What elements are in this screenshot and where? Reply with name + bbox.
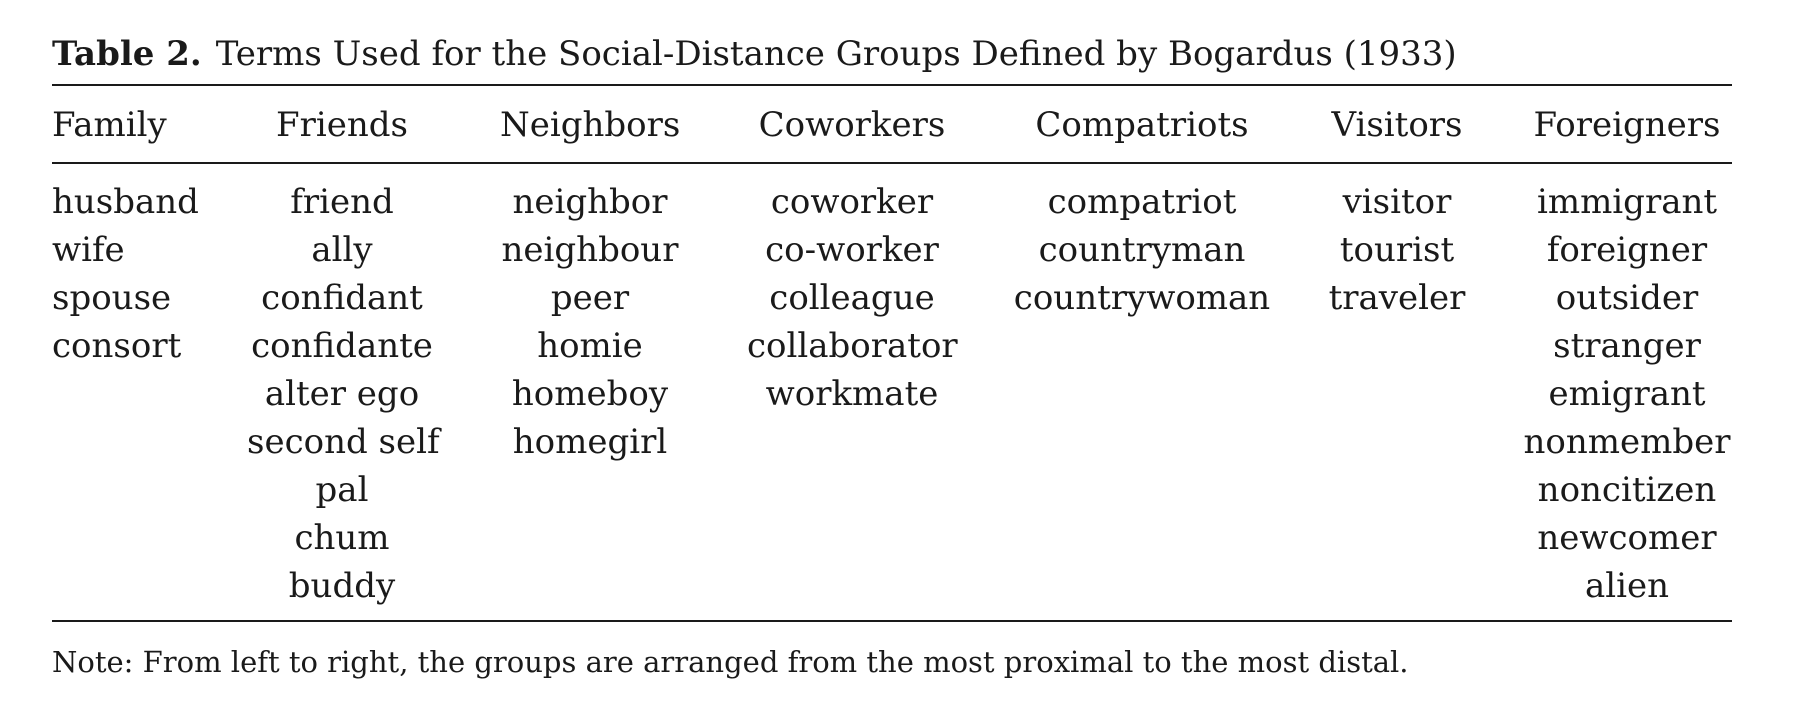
table-cell: alter ego [264, 374, 420, 414]
table-cell: workmate [765, 374, 939, 414]
header-rule [52, 162, 1732, 164]
column-header-coworkers: Coworkers [758, 105, 946, 145]
column-terms-visitors: visitor tourist traveler [1322, 178, 1472, 322]
table-cell: newcomer [1537, 518, 1717, 558]
table-cell: co-worker [765, 230, 939, 270]
table-cell: ally [311, 230, 373, 270]
table-cell: confidant [261, 278, 423, 318]
table-cell: pal [315, 470, 369, 510]
column-terms-compatriots: compatriot countryman countrywoman [1012, 178, 1272, 322]
table-cell: neighbour [501, 230, 679, 270]
table-cell: emigrant [1548, 374, 1706, 414]
table-cell: friend [290, 182, 394, 222]
table-cell: wife [52, 230, 125, 270]
column-header-family: Family [52, 105, 167, 145]
column-terms-family: husband wife spouse consort [52, 178, 212, 370]
bottom-rule [52, 620, 1732, 622]
table-cell: homegirl [512, 422, 668, 462]
table-cell: nonmember [1523, 422, 1731, 462]
column-terms-coworkers: coworker co-worker colleague collaborator wo… [747, 178, 958, 418]
table-cell: tourist [1339, 230, 1455, 270]
column-header-visitors: Visitors [1331, 105, 1463, 145]
table-cell: chum [294, 518, 390, 558]
table-caption-label: Table 2. [52, 34, 202, 74]
top-rule [52, 84, 1732, 86]
table-cell: homeboy [511, 374, 669, 414]
column-terms-friends: friend ally confidant confidante alter ego se… [247, 178, 440, 610]
table-cell: noncitizen [1537, 470, 1717, 510]
table-cell: confidante [251, 326, 433, 366]
table-cell: consort [52, 326, 182, 366]
table-figure: Table 2. Terms Used for the Social-Distan… [52, 28, 1732, 682]
table-cell: compatriot [1047, 182, 1237, 222]
table-cell: colleague [769, 278, 935, 318]
table-cell: peer [550, 278, 630, 318]
table-cell: outsider [1555, 278, 1699, 318]
table-cell: visitor [1342, 182, 1452, 222]
table-cell: coworker [770, 182, 934, 222]
table-note: Note: From left to right, the groups are… [52, 645, 1409, 679]
table-header-row: Family Friends Neighbors Coworkers Compatrio… [52, 86, 1732, 162]
table-cell: neighbor [512, 182, 668, 222]
table-cell: buddy [288, 566, 396, 606]
table-cell: immigrant [1536, 182, 1718, 222]
table-cell: second self [247, 422, 440, 462]
table-cell: spouse [52, 278, 172, 318]
table-caption-text: Terms Used for the Social-Distance Group… [215, 34, 1457, 74]
table-cell: foreigner [1546, 230, 1708, 270]
table-cell: collaborator [747, 326, 958, 366]
table-cell: alien [1584, 566, 1670, 606]
table-caption: Table 2. Terms Used for the Social-Distan… [52, 28, 1732, 84]
column-header-friends: Friends [276, 105, 408, 145]
column-header-foreigners: Foreigners [1533, 105, 1721, 145]
table-body: husband wife spouse consort friend ally confid… [52, 164, 1732, 620]
column-header-neighbors: Neighbors [500, 105, 681, 145]
table-cell: countrywoman [1013, 278, 1271, 318]
table-cell: traveler [1328, 278, 1466, 318]
column-header-compatriots: Compatriots [1035, 105, 1249, 145]
table-cell: countryman [1038, 230, 1246, 270]
table-cell: husband [52, 182, 199, 222]
table-cell: stranger [1553, 326, 1701, 366]
column-terms-foreigners: immigrant foreigner outsider stranger emigra… [1522, 178, 1732, 610]
table-cell: homie [537, 326, 643, 366]
column-terms-neighbors: neighbor neighbour peer homie homeboy homegir… [500, 178, 680, 466]
